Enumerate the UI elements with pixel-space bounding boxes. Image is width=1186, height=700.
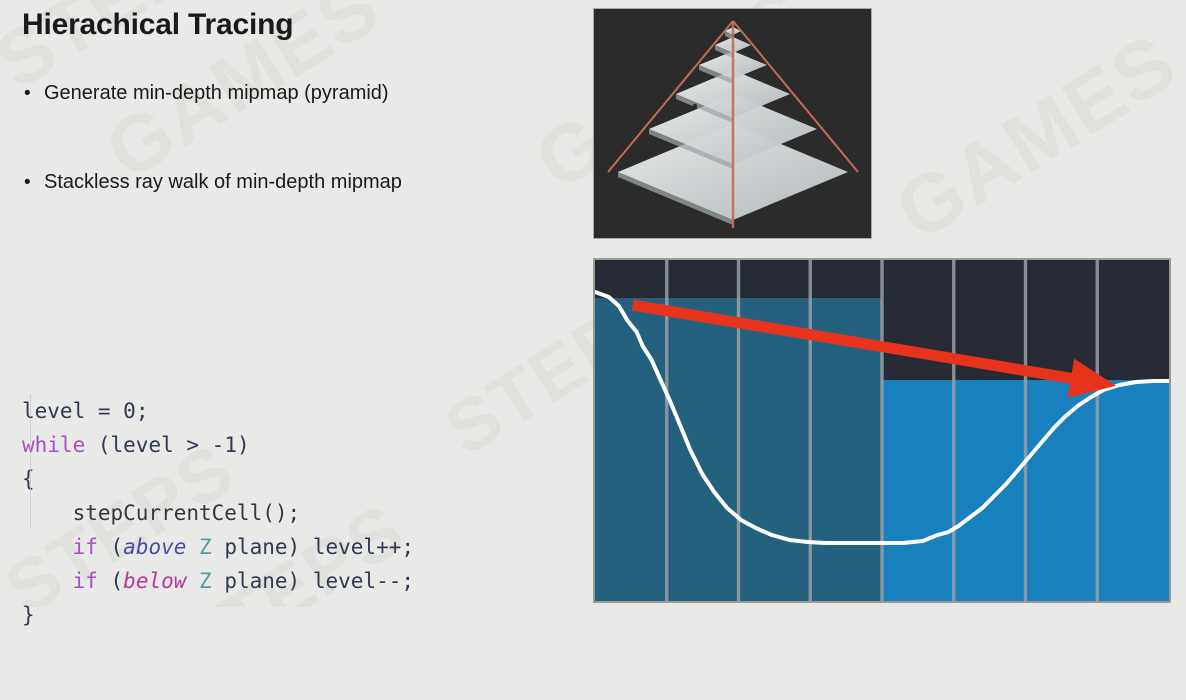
code-token: ++; (376, 535, 415, 559)
code-token: below (123, 569, 187, 593)
code-line: if (below Z plane) level--; (22, 564, 414, 598)
code-token: > (173, 433, 212, 457)
bullet-marker-icon: • (24, 83, 31, 104)
code-token: ; (135, 399, 149, 423)
code-line: stepCurrentCell(); (22, 496, 414, 530)
pyramid-level-side-level-3 (699, 65, 733, 84)
code-token: if (72, 535, 98, 559)
pyramid-level-side-level-0-base (618, 172, 733, 225)
bullet-text: Generate min-depth mipmap (pyramid) (44, 82, 389, 104)
page-title: Hierachical Tracing (22, 8, 294, 41)
slide-root: Hierachical Tracing • Generate min-depth… (22, 8, 1171, 627)
code-token: 0 (123, 399, 136, 423)
pyramid-level-side-level-2 (676, 94, 733, 123)
code-token: = (85, 399, 124, 423)
frustum-edge-left (607, 20, 734, 173)
code-token: -1 (211, 433, 237, 457)
code-token: ( (85, 433, 111, 457)
code-token: if (72, 569, 98, 593)
code-indent-guide (30, 395, 31, 527)
depth-profile-curve (595, 290, 1169, 545)
code-lines: level = 0; while (level > -1){ stepCurren… (22, 394, 414, 632)
pyramid-level-side-level-5-apex (725, 31, 733, 40)
code-token: { (22, 467, 35, 491)
code-token: Z (199, 569, 212, 593)
code-token: level (312, 535, 377, 559)
depth-chart-svg (595, 260, 1169, 601)
code-token: stepCurrentCell (22, 501, 263, 525)
pyramid-level-side-level-1 (649, 129, 733, 169)
code-line: level = 0; (22, 394, 414, 428)
code-line: { (22, 462, 414, 496)
code-token: ) (236, 433, 250, 457)
code-token: (); (262, 501, 301, 525)
code-line: } (22, 598, 414, 632)
ray-arrow (631, 299, 1117, 398)
pyramid-level-side-level-4 (715, 45, 733, 58)
frustum-edge-right (732, 20, 859, 173)
code-line: if (above Z plane) level++; (22, 530, 414, 564)
code-token (22, 569, 73, 593)
list-item: • Stackless ray walk of min-depth mipmap (22, 169, 582, 196)
code-token: above (123, 535, 187, 559)
code-token (186, 535, 199, 559)
code-token: ( (97, 569, 124, 593)
pyramid-figure (593, 8, 872, 239)
code-token (186, 569, 199, 593)
code-token: while (22, 433, 86, 457)
code-token: plane) (211, 535, 313, 559)
pyramid-svg (594, 9, 871, 238)
code-token: Z (199, 535, 212, 559)
code-token: level (22, 399, 86, 423)
bullet-text: Stackless ray walk of min-depth mipmap (44, 171, 402, 193)
list-item: • Generate min-depth mipmap (pyramid) (22, 80, 582, 107)
bullet-list: • Generate min-depth mipmap (pyramid) • … (22, 80, 582, 258)
code-token: plane) (211, 569, 313, 593)
code-token (22, 535, 73, 559)
bullet-marker-icon: • (24, 172, 31, 193)
code-line: while (level > -1) (22, 428, 414, 462)
code-token: ( (97, 535, 124, 559)
code-block: level = 0; while (level > -1){ stepCurren… (22, 292, 414, 700)
code-token: level (312, 569, 377, 593)
pyramid-sample-point (692, 103, 698, 109)
depth-mipmap-figure (593, 258, 1171, 603)
code-token: level (110, 433, 174, 457)
code-token: --; (376, 569, 415, 593)
